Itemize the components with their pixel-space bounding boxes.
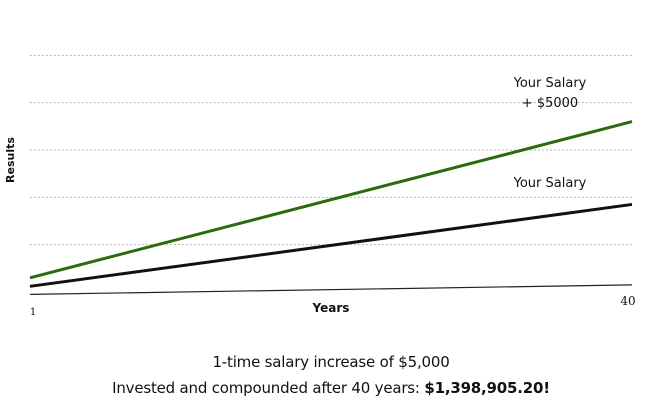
caption-line-2: Invested and compounded after 40 years: … <box>0 379 662 397</box>
series-line-base <box>29 284 633 295</box>
caption-amount: $1,398,905.20! <box>424 379 550 397</box>
x-tick-label: 40 <box>620 294 635 308</box>
series-line-salary <box>29 202 633 288</box>
series-label-line: + $5000 <box>522 96 578 111</box>
caption-line-1: 1-time salary increase of $5,000 <box>212 353 450 371</box>
axes: Years Results 1 40 <box>4 137 636 318</box>
x-axis-label: Years <box>312 301 350 315</box>
label-salary: Your Salary <box>513 176 587 191</box>
series-lines <box>29 120 633 295</box>
label-salary-plus-5000: Your Salary + $5000 <box>513 76 587 111</box>
series-line-salary-plus-5000 <box>29 120 633 280</box>
series-label-line: Your Salary <box>513 176 587 191</box>
series-label-line: Your Salary <box>513 76 587 91</box>
y-axis-label: Results <box>4 137 17 183</box>
caption-line-2-prefix: Invested and compounded after 40 years: <box>112 379 425 397</box>
series-labels: Your Salary + $5000 Your Salary <box>513 76 587 191</box>
x-tick-label: 1 <box>30 307 36 318</box>
